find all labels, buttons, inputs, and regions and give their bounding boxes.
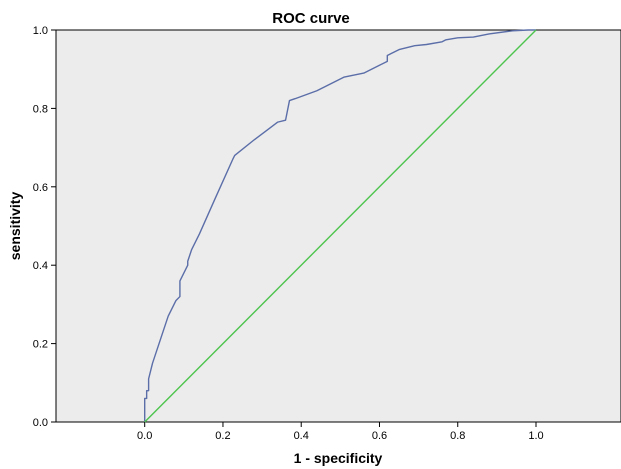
x-tick-label: 0.6: [372, 430, 387, 442]
y-tick-label: 0.4: [33, 260, 48, 272]
y-tick-label: 0.6: [33, 182, 48, 194]
series-layer: [143, 29, 537, 423]
x-axis-title: 1 - specificity: [294, 450, 383, 466]
x-tick-label: 1.0: [528, 430, 543, 442]
x-tick-label: 0.4: [294, 430, 309, 442]
plot-area: [55, 29, 621, 423]
y-tick-label: 0.8: [33, 103, 48, 115]
roc-curve-line: [143, 29, 536, 422]
x-axis-ticks: 0.0 0.2 0.4 0.6 0.8 1.0: [137, 422, 544, 442]
y-axis-title: sensitivity: [7, 192, 23, 261]
reference-diagonal-line: [144, 29, 537, 423]
chart-title: ROC curve: [272, 10, 350, 27]
y-tick-label: 1.0: [33, 25, 48, 37]
y-tick-label: 0.2: [33, 339, 48, 351]
x-tick-label: 0.2: [215, 430, 230, 442]
y-axis-ticks: 0.0 0.2 0.4 0.6 0.8 1.0: [33, 25, 56, 429]
x-tick-label: 0.0: [137, 430, 152, 442]
y-tick-label: 0.0: [33, 417, 48, 429]
x-tick-label: 0.8: [450, 430, 465, 442]
